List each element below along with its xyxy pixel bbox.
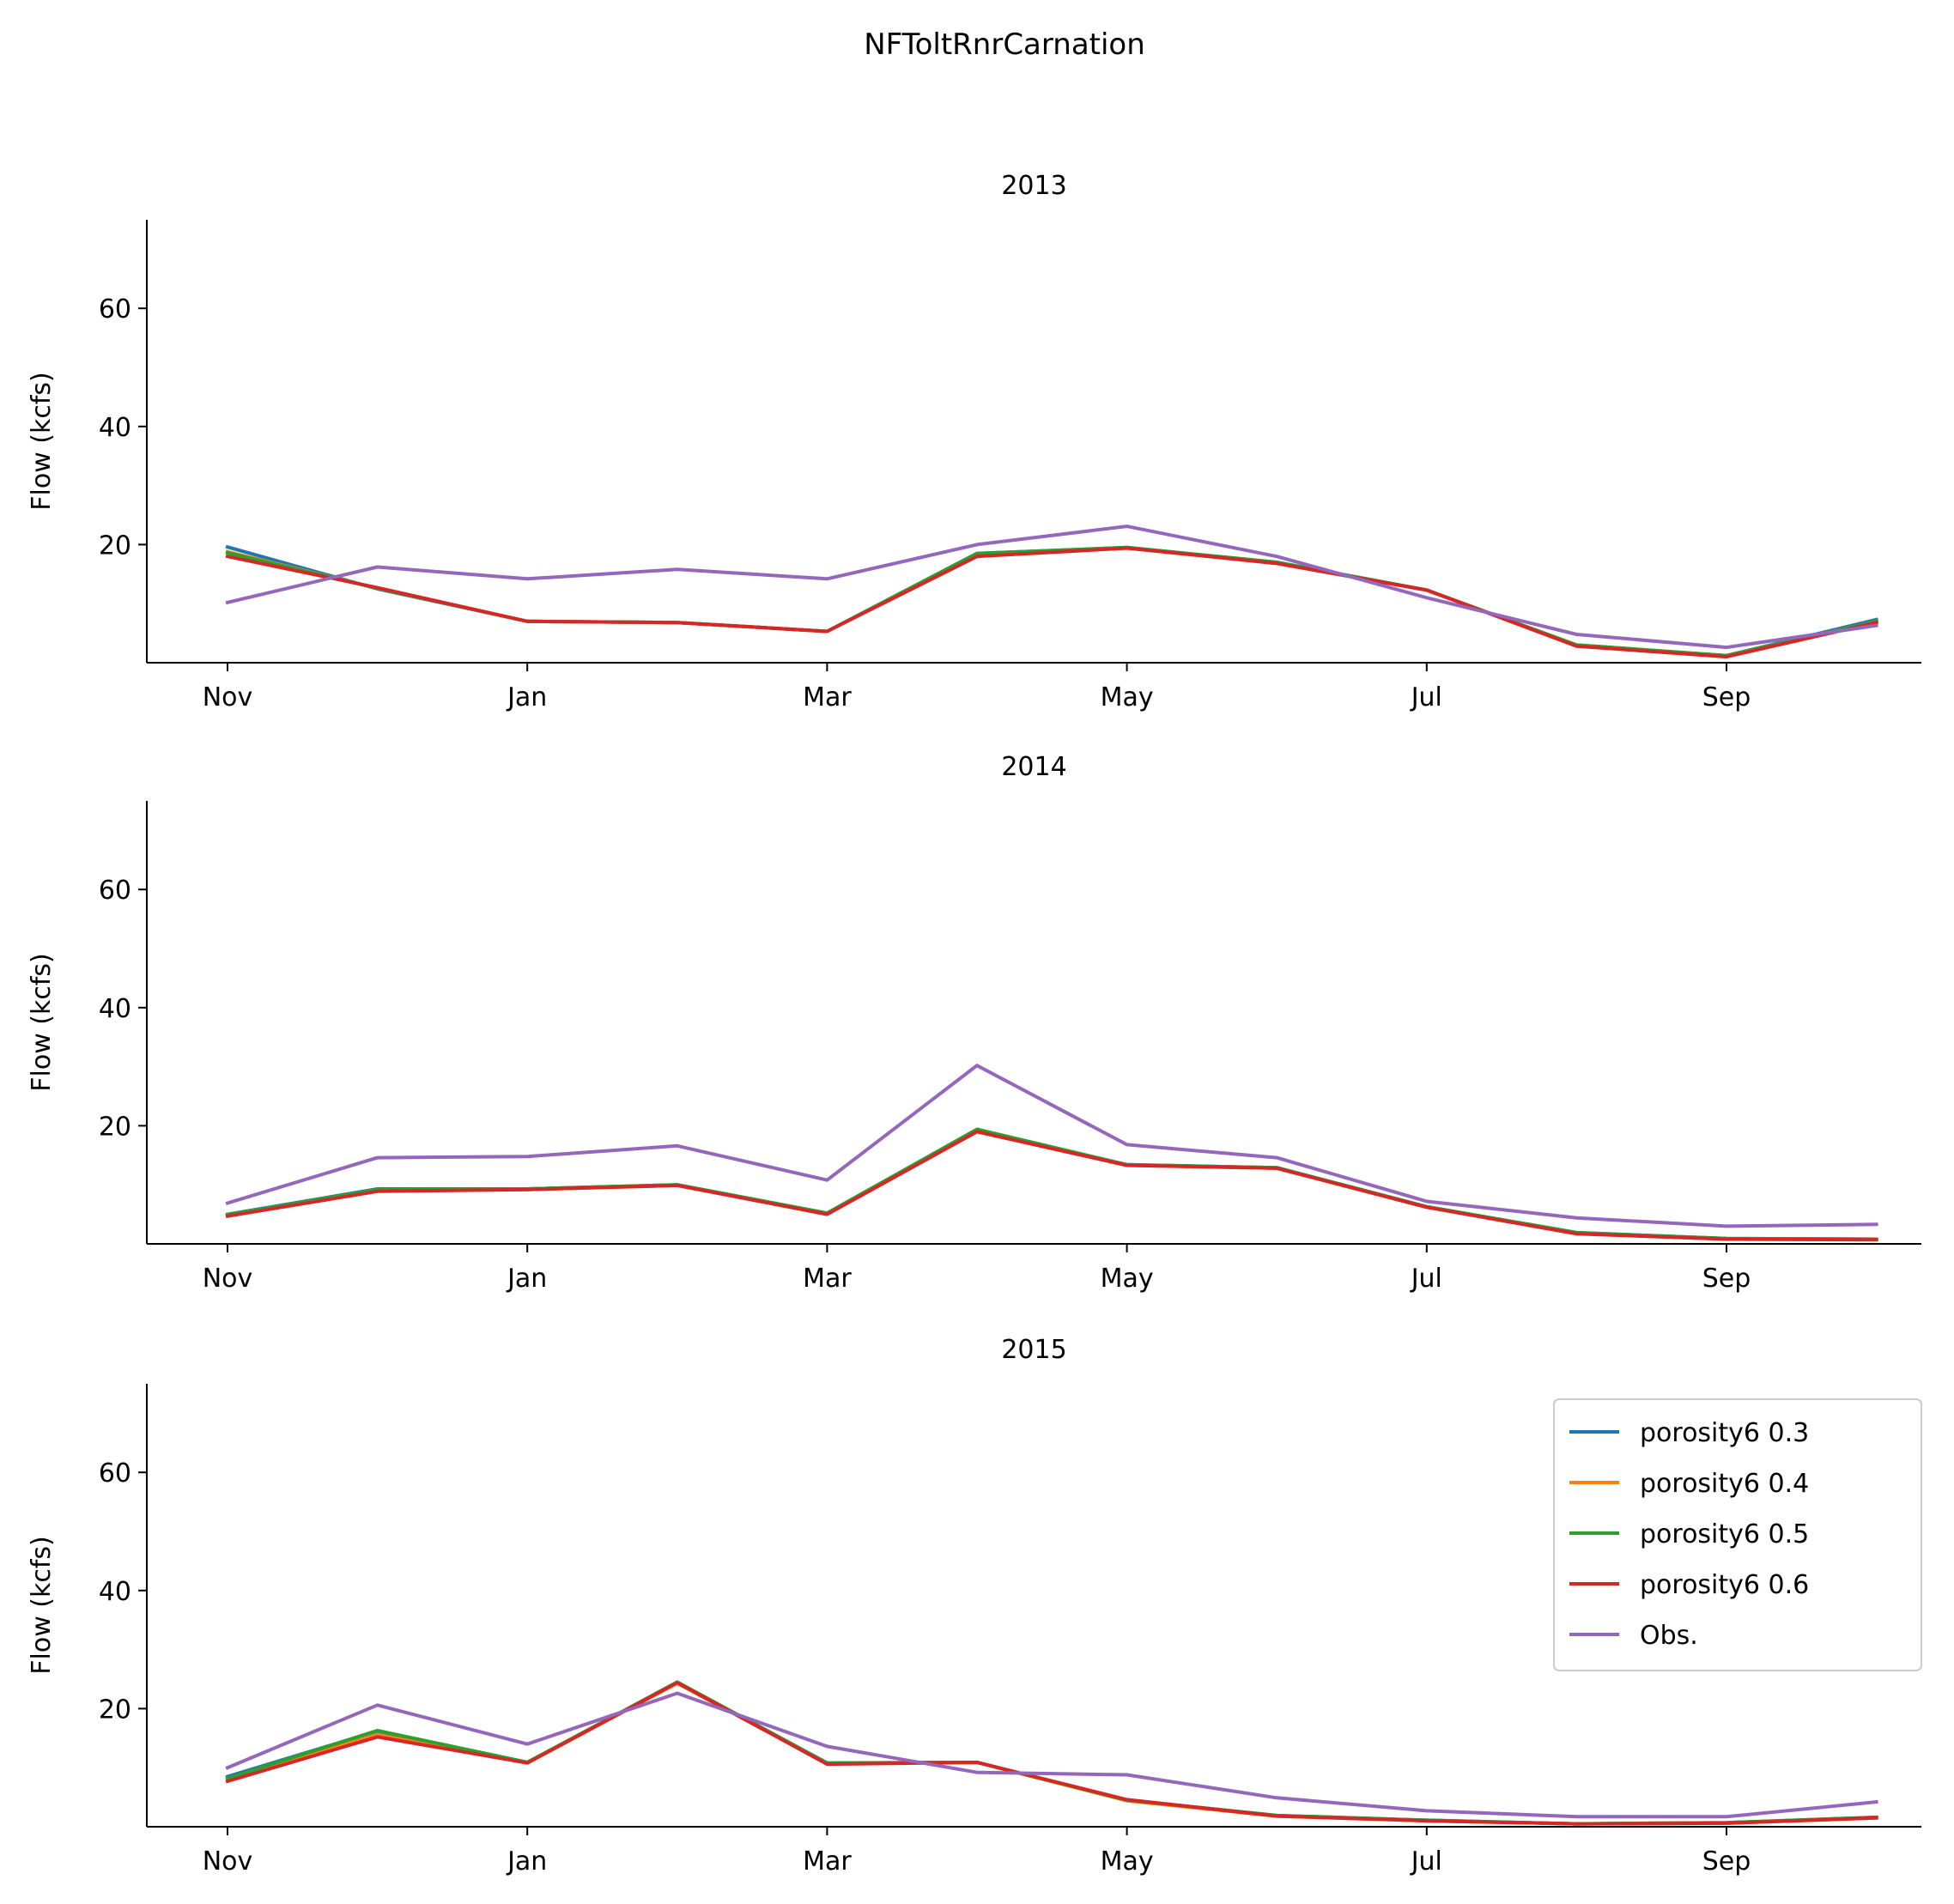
x-tick-label: Mar xyxy=(803,682,852,712)
y-axis-label: Flow (kcfs) xyxy=(27,1536,57,1674)
subplot-title: 2013 xyxy=(1001,171,1066,201)
x-tick-label: Mar xyxy=(803,1264,852,1294)
series-line-porosity6-0-6 xyxy=(225,1681,1878,1826)
subplot-2015: 2015 Flow (kcfs) 20 40 60 Nov Jan Mar May Jul Sep p… xyxy=(27,1335,1922,1877)
y-axis-label: Flow (kcfs) xyxy=(27,372,57,510)
x-tick-label: May xyxy=(1101,1264,1154,1294)
subplot-title: 2014 xyxy=(1001,752,1066,782)
series-line-porosity6-0-6 xyxy=(225,1130,1878,1242)
x-tick-label: Nov xyxy=(203,1264,253,1294)
x-tick-label: Nov xyxy=(203,1846,253,1877)
y-tick-label: 40 xyxy=(99,1577,131,1607)
legend-entry: Obs. xyxy=(1640,1621,1698,1651)
y-axis-label: Flow (kcfs) xyxy=(27,953,57,1091)
y-tick-label: 60 xyxy=(99,294,131,324)
series-line-obs- xyxy=(225,525,1878,650)
x-tick-label: May xyxy=(1101,1846,1154,1877)
x-tick-label: Jan xyxy=(506,1846,547,1877)
subplot-2014: 2014 Flow (kcfs) 20 40 60 Nov Jan Mar May Jul Sep xyxy=(27,752,1921,1294)
x-tick-label: Sep xyxy=(1702,1846,1751,1877)
series-line-obs- xyxy=(225,1691,1878,1819)
legend: porosity6 0.3 porosity6 0.4 porosity6 0.5 p… xyxy=(1553,1398,1922,1671)
legend-entry: porosity6 0.3 xyxy=(1640,1418,1809,1448)
y-tick-label: 60 xyxy=(99,876,131,906)
x-tick-label: Jan xyxy=(506,682,547,712)
y-tick-label: 40 xyxy=(99,413,131,443)
subplot-title: 2015 xyxy=(1001,1335,1066,1365)
legend-frame xyxy=(1553,1398,1922,1671)
y-tick-label: 20 xyxy=(99,1112,131,1142)
y-tick-label: 20 xyxy=(99,531,131,561)
x-tick-label: Jan xyxy=(506,1264,547,1294)
x-tick-label: Jul xyxy=(1410,1846,1442,1877)
x-tick-label: Sep xyxy=(1702,1264,1751,1294)
x-tick-label: Mar xyxy=(803,1846,852,1877)
legend-entry: porosity6 0.4 xyxy=(1640,1469,1809,1499)
figure-title: NFToltRnrCarnation xyxy=(864,27,1145,62)
legend-entry: porosity6 0.5 xyxy=(1640,1519,1809,1549)
subplot-2013: 2013 Flow (kcfs) 20 40 60 Nov Jan Mar May Jul Sep xyxy=(27,171,1921,712)
x-tick-label: Jul xyxy=(1410,682,1442,712)
y-tick-label: 20 xyxy=(99,1695,131,1725)
legend-entry: porosity6 0.6 xyxy=(1640,1570,1809,1600)
x-tick-label: May xyxy=(1101,682,1154,712)
x-tick-label: Sep xyxy=(1702,682,1751,712)
x-tick-label: Jul xyxy=(1410,1264,1442,1294)
y-tick-label: 60 xyxy=(99,1458,131,1489)
x-tick-label: Nov xyxy=(203,682,253,712)
y-tick-label: 40 xyxy=(99,994,131,1024)
series-line-porosity6-0-6 xyxy=(225,546,1878,659)
series-line-obs- xyxy=(225,1064,1878,1228)
